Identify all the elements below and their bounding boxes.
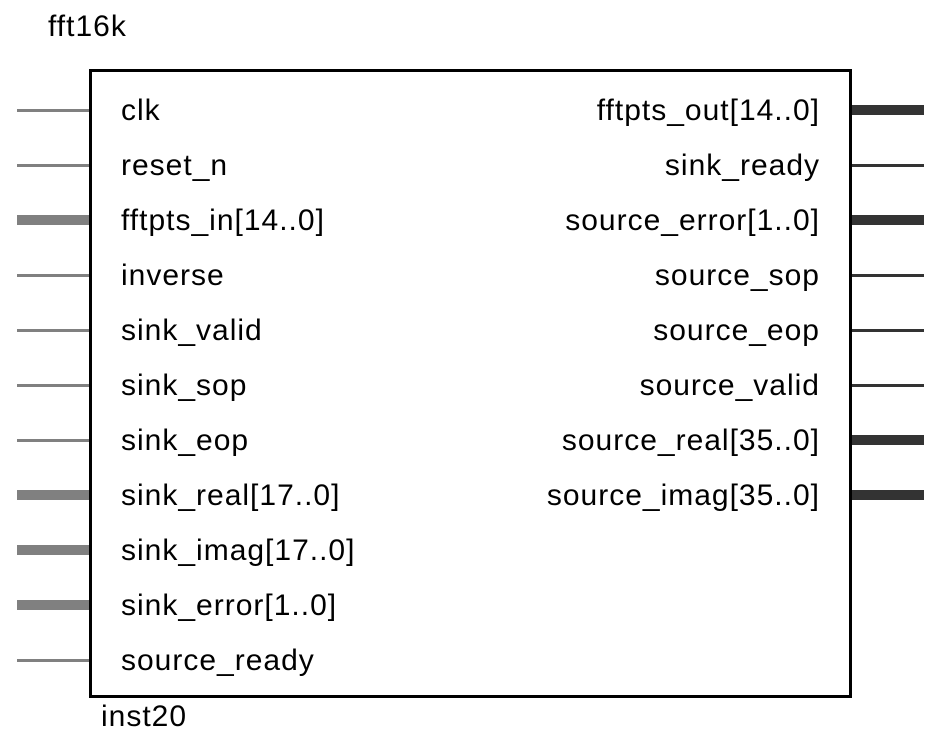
output-wire: [852, 274, 924, 277]
pin-label: source_real[35..0]: [562, 424, 820, 458]
pin-label: source_valid: [640, 369, 820, 403]
input-wire: [17, 600, 89, 610]
pin-label: source_ready: [121, 644, 315, 678]
input-wire: [17, 490, 89, 500]
pin-label: reset_n: [121, 149, 228, 183]
input-wire: [17, 109, 89, 112]
input-wire: [17, 659, 89, 662]
output-wire: [852, 490, 924, 500]
pin-label: fftpts_out[14..0]: [597, 94, 820, 128]
pin-label: source_error[1..0]: [565, 204, 820, 238]
pin-label: source_imag[35..0]: [547, 479, 820, 513]
input-wire: [17, 329, 89, 332]
pin-label: source_sop: [655, 259, 820, 293]
output-wire: [852, 105, 924, 115]
pin-label: source_eop: [653, 314, 820, 348]
pin-label: sink_ready: [665, 149, 820, 183]
input-wire: [17, 274, 89, 277]
input-wire: [17, 215, 89, 225]
input-wire: [17, 164, 89, 167]
pin-label: clk: [121, 94, 161, 128]
pin-label: sink_real[17..0]: [121, 479, 340, 513]
output-wire: [852, 164, 924, 167]
input-wire: [17, 545, 89, 555]
block-title-bottom: inst20: [101, 700, 187, 734]
pin-label: sink_sop: [121, 369, 247, 403]
pin-label: fftpts_in[14..0]: [121, 204, 325, 238]
pin-label: inverse: [121, 259, 225, 293]
diagram-canvas: fft16k clk reset_n fftpts_in[14..0]inverse…: [0, 0, 947, 739]
block-title-top: fft16k: [48, 10, 127, 44]
pin-label: sink_valid: [121, 314, 263, 348]
output-wire: [852, 329, 924, 332]
output-wire: [852, 435, 924, 445]
output-wire: [852, 384, 924, 387]
input-wire: [17, 384, 89, 387]
pin-label: sink_eop: [121, 424, 249, 458]
output-wire: [852, 215, 924, 225]
pin-label: sink_imag[17..0]: [121, 534, 355, 568]
input-wire: [17, 439, 89, 442]
pin-label: sink_error[1..0]: [121, 589, 337, 623]
